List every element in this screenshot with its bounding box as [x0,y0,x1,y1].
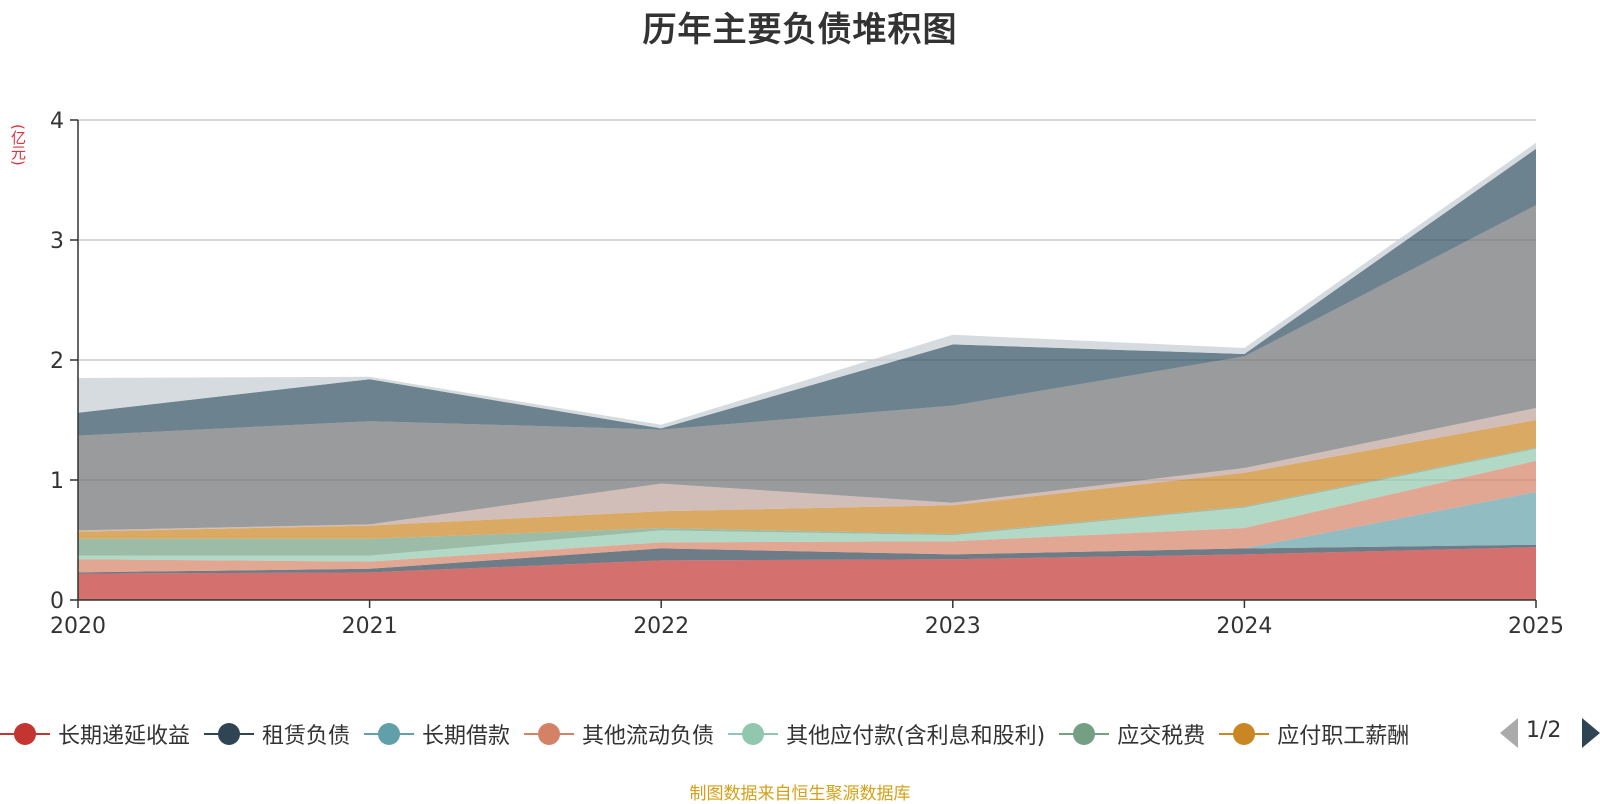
legend-item-label: 长期借款 [422,724,511,749]
legend-item[interactable]: 应付职工薪酬 [1219,708,1409,760]
area-series-1 [78,544,1536,574]
x-tick-label-2020: 2020 [50,614,106,639]
chart-legend: 长期递延收益 租赁负债 长期借款 其他流动负债 其他应付款(含利息和股利) 应交税费 应付职… [0,708,1482,760]
legend-pager: 1/2 [1500,716,1600,752]
legend-marker-dot [1233,723,1256,745]
legend-item[interactable]: 应交税费 [1059,708,1205,760]
area-series-9 [78,148,1536,436]
x-tick-label-2021: 2021 [342,614,398,639]
x-tick-label-2024: 2024 [1216,614,1272,639]
area-series-7 [78,408,1536,532]
x-tick-label-2025: 2025 [1508,614,1564,639]
y-tick-label-1: 1 [50,469,64,494]
legend-item-label: 其他流动负债 [582,724,715,749]
legend-item[interactable]: 租赁负债 [204,708,350,760]
area-series-3 [78,460,1536,573]
legend-marker-icon [364,722,415,746]
y-axis-unit-label: (亿元) [9,124,27,166]
y-tick-label-3: 3 [50,229,64,254]
area-series-5 [78,447,1536,556]
area-series-6 [78,420,1536,539]
legend-item[interactable]: 其他应付款(含利息和股利) [728,708,1045,760]
legend-marker-dot [742,723,765,745]
legend-item[interactable]: 其他流动负债 [524,708,714,760]
legend-item-label: 应付职工薪酬 [1277,724,1410,749]
legend-marker-dot [218,723,241,745]
area-series-0 [78,547,1536,600]
legend-item[interactable]: 长期递延收益 [0,708,190,760]
legend-marker-icon [1219,722,1270,746]
data-source-note: 制图数据来自恒生聚源数据库 [689,784,911,804]
legend-marker-dot [1073,723,1096,745]
legend-marker-icon [524,722,575,746]
legend-prev-page-icon[interactable] [1500,718,1518,748]
y-tick-label-4: 4 [50,109,64,134]
legend-next-page-icon[interactable] [1582,718,1600,748]
legend-item-label: 其他应付款(含利息和股利) [786,724,1046,749]
legend-item[interactable]: 长期借款 [364,708,510,760]
legend-item-label: 长期递延收益 [58,724,191,749]
legend-marker-dot [378,723,401,745]
legend-item-label: 租赁负债 [262,724,351,749]
y-tick-label-0: 0 [50,589,64,614]
legend-marker-icon [1059,722,1110,746]
legend-marker-icon [728,722,779,746]
y-tick-label-2: 2 [50,349,64,374]
chart-title: 历年主要负债堆积图 [642,10,958,50]
legend-marker-dot [538,723,561,745]
legend-marker-dot [14,723,36,745]
legend-marker-icon [0,722,50,746]
x-tick-label-2023: 2023 [925,614,981,639]
area-series-8 [78,205,1536,531]
x-tick-label-2022: 2022 [633,614,689,639]
legend-item-label: 应交税费 [1117,724,1206,749]
legend-marker-icon [204,722,255,746]
area-series-4 [78,448,1536,562]
legend-page-indicator: 1/2 [1526,718,1562,743]
